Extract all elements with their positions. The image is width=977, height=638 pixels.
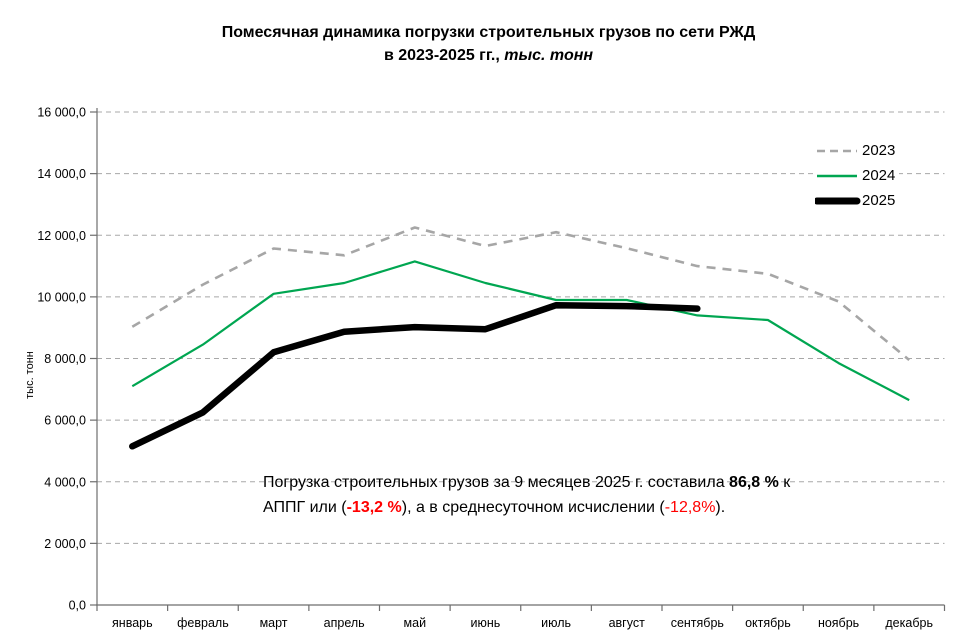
chart-title-line1: Помесячная динамика погрузки строительны… xyxy=(221,24,756,41)
x-category-label: сентябрь xyxy=(671,616,724,630)
y-tick-label: 2 000,0 xyxy=(44,537,86,551)
annotation-part: к xyxy=(778,474,791,491)
y-tick-label: 8 000,0 xyxy=(44,352,86,366)
x-category-label: август xyxy=(609,616,646,630)
legend-item-2023: 2023 xyxy=(815,138,895,163)
x-category-label: январь xyxy=(112,616,153,630)
legend-label-2023: 2023 xyxy=(862,142,896,159)
chart-title-units: тыс. тонн xyxy=(504,47,594,64)
x-category-label: июнь xyxy=(471,616,501,630)
y-tick-label: 4 000,0 xyxy=(44,475,86,489)
y-tick-label: 16 000,0 xyxy=(37,106,86,120)
legend-2025-line-icon xyxy=(815,197,861,204)
x-category-label: март xyxy=(260,616,288,630)
series-line-2023 xyxy=(131,226,911,362)
annotation-part: ), а в среднесуточном исчислении ( xyxy=(401,498,665,516)
legend: 2023 2024 2025 xyxy=(813,137,900,214)
annotation-part: Погрузка строительных грузов за 9 месяце… xyxy=(263,474,730,491)
x-category-label: декабрь xyxy=(885,616,933,630)
series-line-2024 xyxy=(131,260,910,402)
y-tick-label: 6 000,0 xyxy=(44,414,86,428)
x-category-label: июль xyxy=(541,616,571,630)
legend-label-2025: 2025 xyxy=(862,192,896,209)
series-line-2025 xyxy=(129,301,701,450)
x-category-label: февраль xyxy=(177,616,229,630)
chart-title: Помесячная динамика погрузки строительны… xyxy=(0,21,977,67)
x-category-label: ноябрь xyxy=(818,616,859,630)
y-tick-label: 14 000,0 xyxy=(37,167,86,181)
y-tick-label: 10 000,0 xyxy=(37,290,86,304)
y-tick-label: 12 000,0 xyxy=(37,229,86,243)
annotation-text: Погрузка строительных грузов за 9 месяце… xyxy=(263,471,943,520)
annotation-part: -12,8% xyxy=(664,498,716,516)
annotation-part: 86,8 % xyxy=(729,474,779,491)
x-category-label: октябрь xyxy=(745,616,791,630)
annotation-part: -13,2 % xyxy=(346,498,402,516)
legend-2023-line-icon xyxy=(817,149,857,152)
legend-item-2024: 2024 xyxy=(815,163,895,188)
annotation-part: АППГ или ( xyxy=(263,498,347,516)
legend-2024-line-icon xyxy=(817,174,857,177)
annotation-part: ). xyxy=(715,498,726,516)
y-tick-label: 0,0 xyxy=(69,599,86,613)
chart-title-line2: в 2023-2025 гг., xyxy=(383,47,505,64)
x-category-label: апрель xyxy=(324,616,365,630)
x-category-label: май xyxy=(404,616,427,630)
legend-item-2025: 2025 xyxy=(815,188,895,213)
legend-label-2024: 2024 xyxy=(862,167,896,184)
